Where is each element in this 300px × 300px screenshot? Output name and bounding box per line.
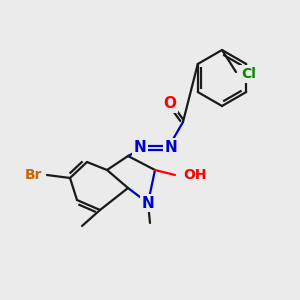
Text: Br: Br <box>25 168 42 182</box>
Text: Cl: Cl <box>241 67 256 81</box>
Text: N: N <box>165 140 177 154</box>
Text: OH: OH <box>183 168 206 182</box>
Text: O: O <box>164 97 176 112</box>
Text: N: N <box>134 140 146 154</box>
Text: N: N <box>142 196 154 211</box>
